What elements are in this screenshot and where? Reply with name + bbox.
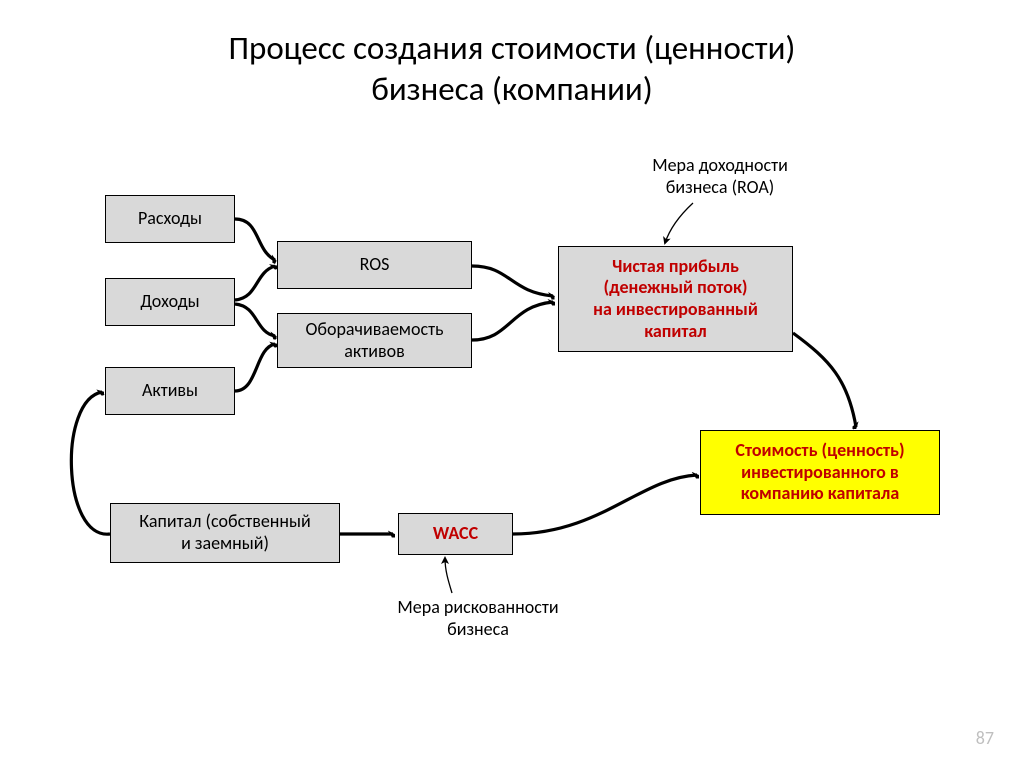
node-profit: Чистая прибыль (денежный поток) на инвес…	[558, 246, 793, 352]
node-ros-label: ROS	[360, 254, 390, 276]
node-value-label: Стоимость (ценность) инвестированного в …	[735, 440, 904, 505]
node-turnover: Оборачиваемость активов	[277, 313, 472, 368]
annotation-arrow	[445, 558, 452, 593]
title-line2: бизнеса (компании)	[371, 69, 653, 109]
node-ros: ROS	[277, 241, 472, 289]
node-income: Доходы	[105, 278, 235, 326]
node-assets-label: Активы	[142, 380, 198, 402]
flow-edge	[235, 219, 275, 260]
flow-edge	[235, 266, 275, 300]
node-profit-label: Чистая прибыль (денежный поток) на инвес…	[593, 256, 758, 342]
title-line1: Процесс создания стоимости (ценности)	[229, 28, 796, 68]
annotation-arrow	[665, 203, 693, 243]
flow-edge	[235, 304, 275, 336]
node-income-label: Доходы	[140, 291, 199, 313]
flow-edge	[793, 333, 856, 427]
node-assets: Активы	[105, 367, 235, 415]
page-title: Процесс создания стоимости (ценности) би…	[0, 28, 1024, 111]
node-expenses: Расходы	[105, 195, 235, 243]
annotation-roa: Мера доходности бизнеса (ROA)	[620, 155, 820, 198]
node-expenses-label: Расходы	[138, 208, 202, 230]
flow-edge	[472, 266, 553, 296]
flow-edge	[513, 475, 697, 534]
flow-edge	[235, 344, 275, 391]
node-wacc: WACC	[398, 513, 513, 555]
node-capital-label: Капитал (собственный и заемный)	[139, 511, 311, 554]
node-capital: Капитал (собственный и заемный)	[110, 503, 340, 563]
annotation-risk: Мера рискованности бизнеса	[368, 597, 588, 640]
node-value: Стоимость (ценность) инвестированного в …	[700, 430, 940, 515]
page-number: 87	[976, 727, 994, 749]
node-wacc-label: WACC	[433, 523, 478, 545]
node-turnover-label: Оборачиваемость активов	[305, 319, 443, 362]
flow-edge	[472, 302, 553, 340]
